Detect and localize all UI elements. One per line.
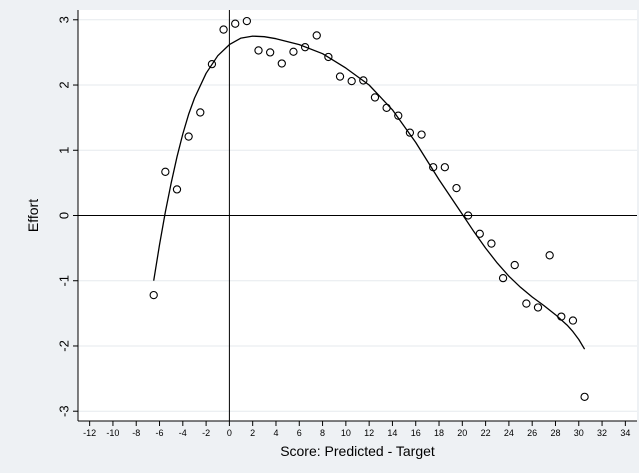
x-tick-label: 4 xyxy=(273,428,278,438)
data-points xyxy=(149,16,589,402)
x-tick-label: 26 xyxy=(527,428,537,438)
y-axis-title: Effort xyxy=(25,199,41,232)
data-point xyxy=(429,163,438,172)
y-tick-label: -2 xyxy=(57,340,72,352)
data-point xyxy=(580,392,589,402)
data-point xyxy=(196,108,205,117)
data-point xyxy=(382,103,391,113)
x-tick-label: 30 xyxy=(574,428,584,438)
x-tick-label: 18 xyxy=(434,428,444,438)
y-tick-label: 2 xyxy=(57,81,72,88)
x-axis-title: Score: Predicted - Target xyxy=(280,443,435,459)
data-point xyxy=(557,312,566,321)
x-tick-label: -4 xyxy=(179,428,187,438)
x-tick-label: 20 xyxy=(457,428,467,438)
data-point xyxy=(149,290,158,300)
x-tick-label: 2 xyxy=(250,428,255,438)
data-point xyxy=(312,31,321,40)
data-point xyxy=(568,316,578,325)
data-point xyxy=(184,132,193,141)
x-tick-label: 16 xyxy=(411,428,421,438)
y-tick-label: 3 xyxy=(57,16,72,23)
x-tick-label: 12 xyxy=(364,428,374,438)
data-point xyxy=(417,130,426,139)
x-tick-label: -12 xyxy=(83,428,96,438)
data-point xyxy=(370,93,380,102)
data-point xyxy=(405,128,415,137)
data-point xyxy=(440,163,449,172)
data-point xyxy=(172,185,182,194)
data-point xyxy=(219,25,228,34)
data-point xyxy=(300,43,310,52)
x-tick-label: 8 xyxy=(320,428,325,438)
x-tick-label: 0 xyxy=(227,428,232,438)
data-point xyxy=(533,303,543,312)
fitted-curve-line xyxy=(153,35,586,350)
data-point xyxy=(347,76,356,86)
data-point xyxy=(242,16,252,26)
x-tick-label: 24 xyxy=(504,428,514,438)
y-tick-label: 1 xyxy=(57,147,72,154)
x-tick-label: -6 xyxy=(156,428,164,438)
y-tick-label: -1 xyxy=(57,275,72,287)
data-point xyxy=(324,52,333,62)
data-point xyxy=(289,47,298,56)
x-tick-label: 32 xyxy=(597,428,607,438)
reference-lines xyxy=(78,10,637,421)
data-point xyxy=(463,211,473,220)
x-tick-label: -2 xyxy=(202,428,210,438)
x-tick-label: 22 xyxy=(481,428,491,438)
x-tick-label: 10 xyxy=(341,428,351,438)
data-point xyxy=(277,59,286,68)
x-tick-label: 6 xyxy=(297,428,302,438)
data-point xyxy=(452,183,461,193)
x-tick-label: 14 xyxy=(387,428,397,438)
data-point xyxy=(545,251,554,260)
fitted-curve xyxy=(153,35,586,350)
x-tick-label: -8 xyxy=(132,428,140,438)
data-point xyxy=(394,111,403,120)
data-point xyxy=(231,19,240,28)
x-tick-label: 28 xyxy=(550,428,560,438)
data-point xyxy=(335,72,345,81)
data-point xyxy=(207,59,217,69)
data-point xyxy=(522,299,531,308)
data-point xyxy=(161,167,170,176)
data-point xyxy=(498,273,508,283)
data-point xyxy=(266,48,275,57)
y-tick-label: 0 xyxy=(57,212,72,219)
y-tick-label: -3 xyxy=(57,405,72,417)
data-point xyxy=(510,260,519,270)
data-point xyxy=(475,229,484,238)
data-point xyxy=(487,239,496,248)
x-tick-label: 34 xyxy=(620,428,630,438)
data-point xyxy=(359,76,368,85)
x-tick-label: -10 xyxy=(106,428,119,438)
data-point xyxy=(254,46,263,55)
